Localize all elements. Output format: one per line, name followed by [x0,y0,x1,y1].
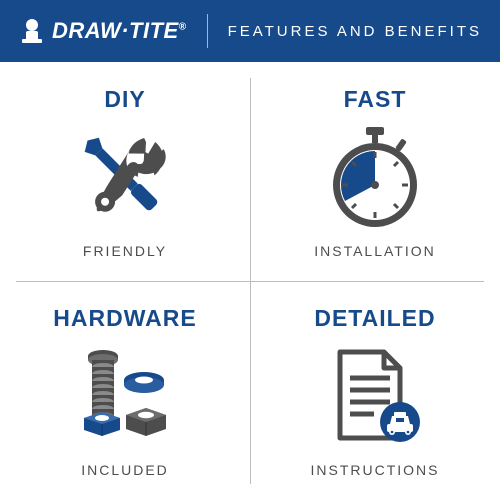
feature-cell-fast: FAST [250,62,500,281]
feature-subtitle: FRIENDLY [83,243,167,259]
feature-subtitle: INCLUDED [81,462,169,478]
feature-subtitle: INSTALLATION [314,243,436,259]
hitch-ball-icon [18,17,46,45]
feature-title: FAST [344,86,407,113]
brand-logo: DRAW·TITE® [18,17,187,45]
header-divider [207,14,208,48]
feature-cell-detailed: DETAILED [250,281,500,500]
feature-cell-diy: DIY FRIENDLY [0,62,250,281]
feature-grid: DIY FRIENDLY FAST [0,62,500,500]
brand-name: DRAW·TITE® [52,18,187,44]
header-bar: DRAW·TITE® FEATURES AND BENEFITS [0,0,500,62]
stopwatch-icon [320,123,430,233]
feature-cell-hardware: HARDWARE [0,281,250,500]
header-subtitle: FEATURES AND BENEFITS [228,23,482,40]
hardware-icon [70,342,180,452]
feature-title: DIY [104,86,145,113]
document-icon [320,342,430,452]
feature-title: DETAILED [314,305,435,332]
tools-icon [70,123,180,233]
feature-subtitle: INSTRUCTIONS [311,462,440,478]
feature-title: HARDWARE [53,305,196,332]
